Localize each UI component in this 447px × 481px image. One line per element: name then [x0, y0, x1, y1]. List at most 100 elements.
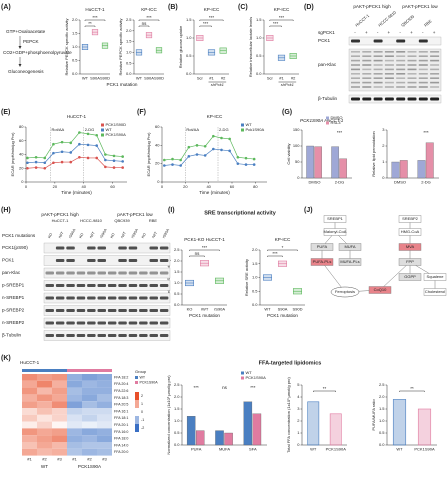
- band: [373, 68, 383, 71]
- band: [384, 97, 394, 101]
- data-point: [43, 161, 47, 165]
- y-tick-label: 2.0: [72, 17, 78, 22]
- legend-label: WT: [140, 375, 146, 379]
- band: [430, 51, 440, 53]
- chart-title: HuCCT-1: [67, 114, 87, 119]
- band: [87, 296, 96, 300]
- significance: ***: [279, 15, 285, 20]
- x-tick-label: 60: [110, 184, 115, 189]
- bar: [252, 413, 262, 446]
- heatmap-cell: [67, 448, 82, 456]
- y-axis-label: Relative intracellular lactate levels: [248, 17, 253, 77]
- band: [55, 296, 65, 300]
- y-tick-label: 0.0: [186, 71, 192, 76]
- panel-letter: (D): [304, 4, 314, 11]
- lipid-label: FFA 20:0: [114, 450, 128, 454]
- data-point: [236, 162, 240, 165]
- significance-bracket: [84, 19, 106, 21]
- band: [430, 86, 440, 88]
- row-label: PCK1 mutations: [2, 233, 36, 238]
- data-point: [43, 156, 47, 160]
- data-point: [220, 136, 223, 140]
- y-tick-label: 0: [157, 179, 160, 184]
- legend-label: WT: [246, 370, 253, 375]
- protein-label: n-SREBP1: [2, 295, 25, 300]
- data-point: [203, 154, 207, 157]
- heatmap-cell: [82, 387, 97, 395]
- lipid-label: FFA 20:4: [114, 382, 128, 386]
- panel-title: FFA-targeted lipidomics: [259, 360, 322, 366]
- y-tick-label: 0: [297, 442, 300, 447]
- bar: [243, 401, 253, 446]
- band: [373, 81, 383, 84]
- y-axis-label: Normalized concentration (1x10³ µmol/g p…: [166, 375, 171, 455]
- heatmap-cell: [37, 394, 52, 402]
- band: [128, 321, 138, 325]
- data-point: [220, 148, 223, 152]
- band: [430, 77, 440, 79]
- band: [384, 64, 394, 66]
- band: [384, 59, 394, 62]
- sign: +: [410, 30, 413, 35]
- protein-label: p-SREBP2: [2, 308, 25, 313]
- band: [118, 309, 127, 312]
- y-tick-label: 0.5: [379, 430, 385, 435]
- y-tick-label: 1.0: [72, 44, 78, 49]
- heatmap-cell: [52, 387, 67, 395]
- band: [107, 309, 117, 312]
- y-axis-label: Relative PEPCK specific activity: [118, 19, 123, 76]
- band: [76, 296, 86, 300]
- event-label: 2-DG: [219, 127, 229, 132]
- significance: ***: [194, 385, 200, 390]
- y-axis-label: Relative PEPCK specific activity: [64, 19, 69, 76]
- blot: [348, 94, 442, 104]
- band: [384, 51, 394, 53]
- significance: ***: [337, 130, 343, 135]
- protein-label: PCK1(pS90): [2, 245, 28, 250]
- band: [45, 334, 54, 337]
- heatmap-cell: [67, 380, 82, 388]
- band: [55, 334, 65, 337]
- heatmap-cell: [52, 435, 67, 442]
- significance: ***: [209, 15, 215, 20]
- significance: ns: [195, 251, 201, 256]
- band: [128, 309, 138, 312]
- band: [362, 64, 372, 66]
- band: [373, 51, 383, 53]
- band: [351, 86, 360, 88]
- band: [118, 334, 127, 337]
- sign: -: [377, 30, 379, 35]
- diagram-node: [338, 243, 362, 251]
- x-group-label: shPck1: [211, 82, 224, 87]
- band: [66, 271, 75, 275]
- blot: [348, 48, 442, 92]
- lane-label: rWT: [120, 230, 127, 239]
- protein-label: pan-Klac: [2, 270, 21, 275]
- band: [97, 259, 106, 262]
- band: [55, 271, 65, 275]
- x-tick-label: WT: [264, 307, 271, 312]
- band: [87, 334, 96, 337]
- band: [373, 55, 383, 57]
- legend-swatch: [101, 123, 104, 127]
- y-tick-label: 60: [155, 124, 160, 129]
- row-label: sgPCK1: [318, 30, 335, 35]
- significance-bracket: [138, 25, 150, 27]
- y-tick-label: 3: [297, 406, 300, 411]
- band: [373, 39, 383, 43]
- band: [45, 271, 54, 275]
- band: [418, 39, 428, 43]
- data-point: [52, 151, 55, 155]
- blot: [43, 280, 171, 291]
- band: [351, 97, 360, 101]
- diagram-node: [330, 286, 360, 298]
- diagram-node: [368, 286, 392, 294]
- event-label: Rot/AA: [186, 127, 199, 132]
- band: [362, 59, 372, 62]
- band: [407, 64, 417, 66]
- y-tick-label: 1.0: [186, 35, 192, 40]
- colorbar-label: 1: [141, 402, 143, 406]
- panel-letter: (C): [238, 4, 248, 11]
- band: [362, 77, 372, 79]
- data-point: [187, 145, 191, 149]
